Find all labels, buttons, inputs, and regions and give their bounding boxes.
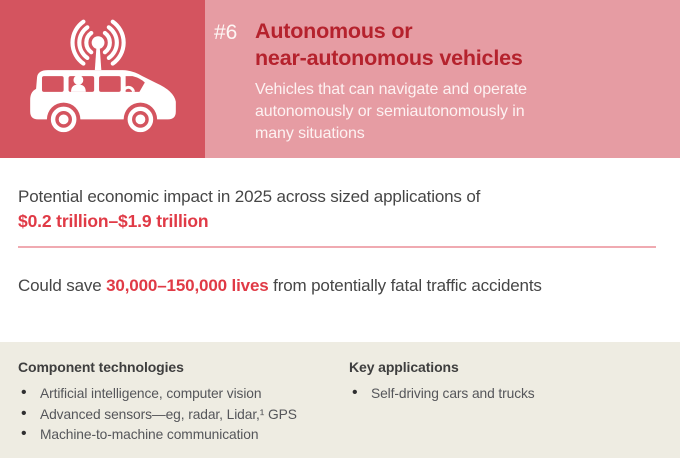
key-applications-section: Key applications Self-driving cars and t… xyxy=(349,359,680,458)
economic-impact-text: Potential economic impact in 2025 across… xyxy=(18,187,481,206)
connected-car-icon xyxy=(29,19,176,137)
economic-impact-range: $0.2 trillion–$1.9 trillion xyxy=(18,211,209,231)
lives-saved-prefix: Could save xyxy=(18,276,107,295)
list-item: Self-driving cars and trucks xyxy=(349,383,680,405)
component-technologies-section: Component technologies Artificial intell… xyxy=(18,359,349,458)
car-windows xyxy=(41,76,145,92)
header: #6 Autonomous or near-autonomous vehicle… xyxy=(0,0,680,158)
list-item: Advanced sensors—eg, radar, Lidar,¹ GPS xyxy=(18,404,349,426)
radio-waves-icon xyxy=(69,19,126,66)
divider xyxy=(18,246,656,248)
subtitle: Vehicles that can navigate and operate a… xyxy=(255,81,527,142)
driver-icon xyxy=(70,75,86,92)
title-line-1: Autonomous or xyxy=(255,19,413,43)
antenna-icon xyxy=(91,36,104,71)
lives-saved-highlight: 30,000–150,000 lives xyxy=(106,276,269,295)
lives-saved-suffix: from potentially fatal traffic accidents xyxy=(268,276,542,295)
impact-section: Potential economic impact in 2025 across… xyxy=(0,158,680,342)
steering-wheel-icon xyxy=(121,85,135,93)
details-panel: Component technologies Artificial intell… xyxy=(0,342,680,458)
trend-number: #6 xyxy=(214,21,238,44)
lives-saved-text: Could save 30,000–150,000 lives from pot… xyxy=(18,274,680,297)
icon-box xyxy=(0,0,205,158)
list-item: Artificial intelligence, computer vision xyxy=(18,383,349,405)
key-applications-list: Self-driving cars and trucks xyxy=(349,383,680,405)
page-title: Autonomous or near-autonomous vehicles xyxy=(255,18,523,72)
car-wheels xyxy=(46,102,157,137)
list-item: Machine-to-machine communication xyxy=(18,424,349,446)
component-technologies-list: Artificial intelligence, computer vision… xyxy=(18,383,349,446)
title-line-2: near-autonomous vehicles xyxy=(255,46,523,70)
key-applications-heading: Key applications xyxy=(349,359,459,375)
component-technologies-heading: Component technologies xyxy=(18,359,184,375)
